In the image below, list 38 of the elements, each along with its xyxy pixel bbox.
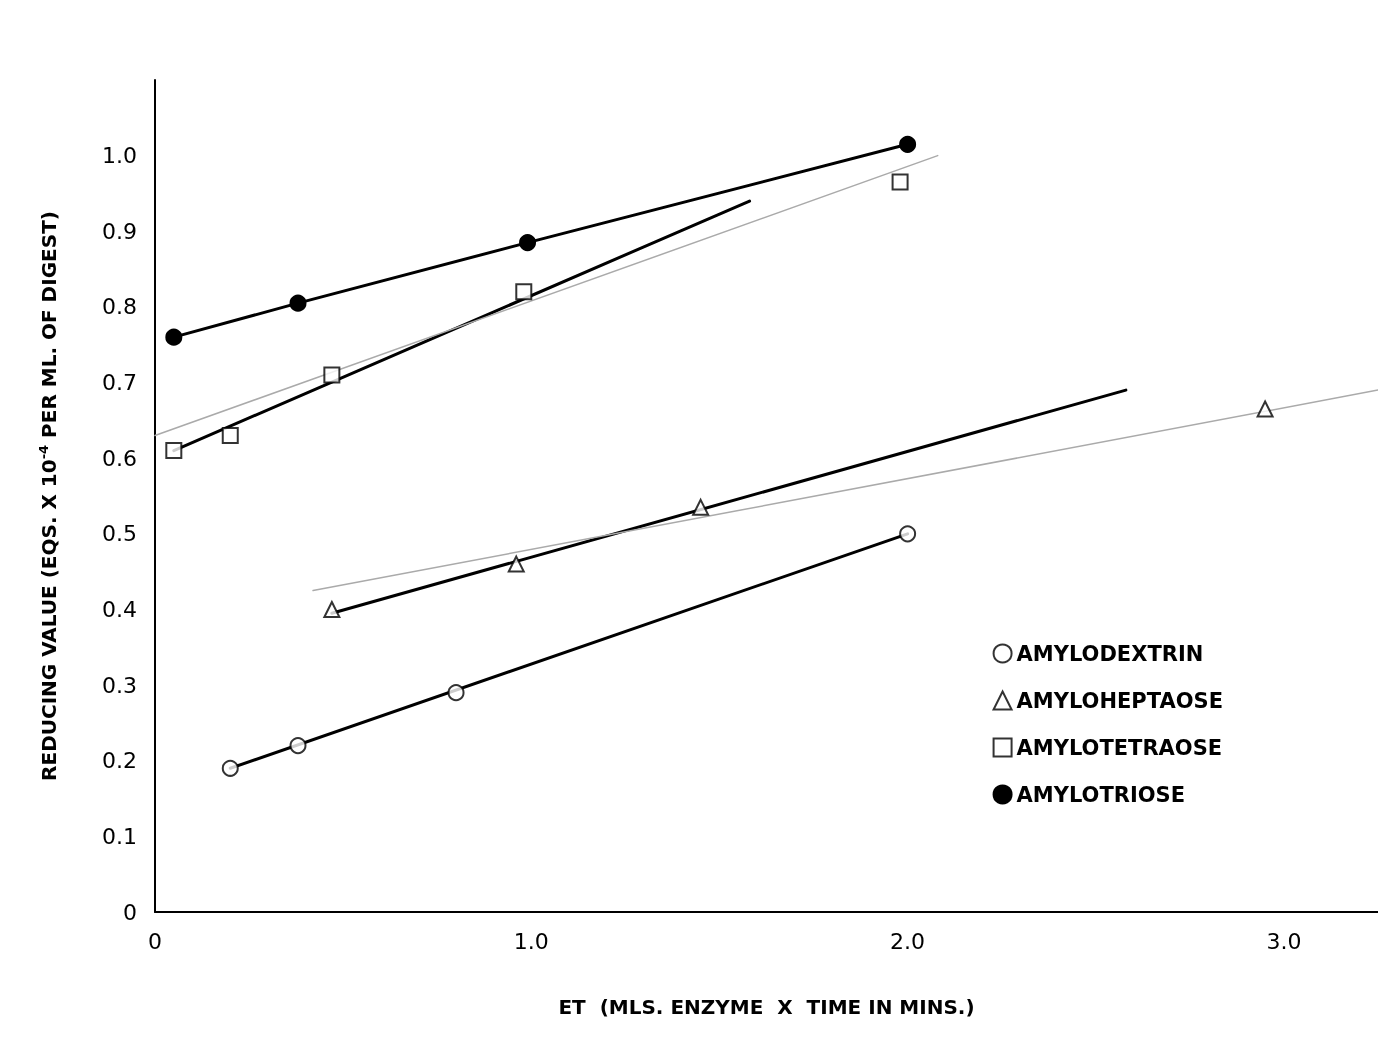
point [891,173,909,191]
y-tick-label: 0.1 [102,823,137,849]
y-tick-label: 0.5 [102,521,137,547]
point [323,366,341,384]
point [447,684,465,702]
y-tick-label: 0 [123,899,137,925]
point [1256,400,1274,418]
point [899,525,917,543]
point [515,283,533,301]
y-tick-label: 0.4 [102,596,137,622]
x-tick-label: 1.0 [513,928,549,954]
point [165,442,183,460]
point [289,737,307,755]
point [507,555,525,573]
x-tick-label: 3.0 [1266,928,1302,954]
y-tick-label: 0.3 [102,672,137,698]
point [692,498,710,516]
point [323,600,341,618]
y-axis-title: REDUCING VALUE (EQS. X 10-4 PER ML. OF DIGEST) [36,211,61,781]
point [899,135,917,153]
legend-label: AMYLODEXTRIN [1016,641,1204,666]
y-tick-label: 0.2 [102,748,137,774]
legend-label: AMYLOHEPTAOSE [1016,688,1223,713]
x-tick-label: 0 [148,928,162,954]
point [519,234,537,252]
x-axis-title: ET (MLS. ENZYME X TIME IN MINS.) [558,995,975,1019]
legend-label: AMYLOTRIOSE [1016,782,1186,807]
legend-label: AMYLOTETRAOSE [1016,735,1223,760]
point [221,426,239,444]
x-tick-label: 2.0 [890,928,926,954]
point [165,328,183,346]
y-tick-label: 1.0 [102,143,137,169]
point [289,294,307,312]
point [221,759,239,777]
y-tick-label: 0.7 [102,370,137,396]
y-tick-label: 0.9 [102,218,137,244]
y-tick-label: 0.6 [102,445,137,471]
y-tick-label: 0.8 [102,294,137,320]
